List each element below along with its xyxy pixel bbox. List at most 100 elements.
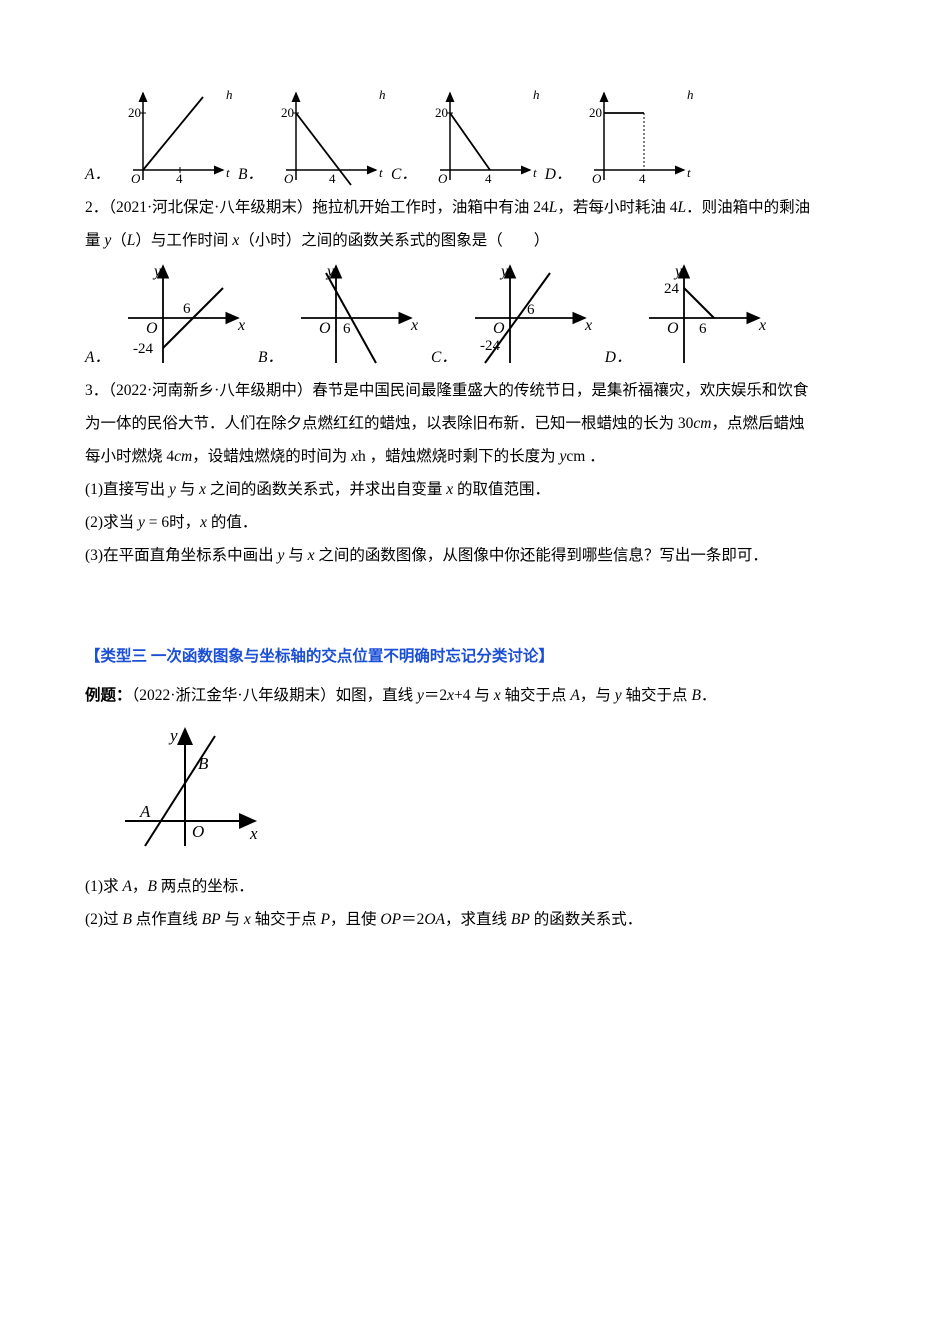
section3-title: 【类型三 一次函数图象与坐标轴的交点位置不明确时忘记分类讨论】 <box>85 641 865 672</box>
ex-graph: y x O A B <box>120 721 270 856</box>
svg-text:4: 4 <box>176 171 183 186</box>
ex-p2g: 的函数关系式． <box>530 911 642 928</box>
q1-graph-a: h 20 4 O t <box>108 85 238 190</box>
q3-l3d: ． <box>589 448 605 465</box>
q3-p2b: 时， <box>169 514 200 531</box>
svg-text:t: t <box>533 165 537 180</box>
q2-graph-d: y x O 24 6 <box>629 258 779 373</box>
q2-t2: ，若每小时耗油 4 <box>557 199 677 216</box>
svg-text:O: O <box>131 171 141 186</box>
q3-line3: 每小时燃烧 4cm，设蜡烛燃烧的时间为 xh ，蜡烛燃烧时剩下的长度为 ycm … <box>85 441 865 472</box>
ex-t5: ． <box>701 687 717 704</box>
q1-opt-c-label: C． <box>391 159 417 190</box>
q2-graph-a: y x O 6 -24 <box>108 258 258 373</box>
q1-graph-c: h 20 4 O t <box>415 85 545 190</box>
q3-l1: （2022·河南新乡·八年级期中）春节是中国民间最隆重盛大的传统节日，是集祈福禳… <box>108 382 808 399</box>
ex-p1a: (1)求 <box>85 878 122 895</box>
svg-text:O: O <box>284 171 294 186</box>
q2-opt-d-label: D． <box>605 342 632 373</box>
q2-line1: 2．（2021·河北保定·八年级期末）拖拉机开始工作时，油箱中有油 24 L，若每… <box>85 192 865 223</box>
ex-eqend: +4 与 <box>454 687 494 704</box>
ex-label: 例题： <box>85 687 132 704</box>
svg-text:x: x <box>237 317 245 334</box>
ex-p2f: ，求直线 <box>445 911 511 928</box>
q2-opt-b-label: B． <box>258 342 283 373</box>
svg-text:y: y <box>499 263 509 280</box>
svg-text:4: 4 <box>485 171 492 186</box>
svg-text:x: x <box>249 824 258 843</box>
q1-options-row: A． h 20 4 O t B． h 20 4 O t C． h 20 4 O <box>85 85 865 190</box>
ex-t3: ，与 <box>580 687 615 704</box>
q2-opt-a-label: A． <box>85 342 110 373</box>
q3-p1a: (1)直接写出 <box>85 481 169 498</box>
ex-p1A: A <box>122 878 131 895</box>
svg-text:O: O <box>667 320 679 337</box>
ex-t1: （2022·浙江金华·八年级期末）如图，直线 <box>132 687 417 704</box>
q3-p1: (1)直接写出 y 与 x 之间的函数关系式，并求出自变量 x 的取值范围． <box>85 474 865 505</box>
ex-line1: 例题：（2022·浙江金华·八年级期末）如图，直线 y＝2x+4 与 x 轴交于… <box>85 680 865 711</box>
q2-t1: （2021·河北保定·八年级期末）拖拉机开始工作时，油箱中有油 24 <box>108 199 548 216</box>
q2-t3: ．则油箱中的剩油 <box>686 199 810 216</box>
svg-text:24: 24 <box>664 281 680 297</box>
ex-p2: (2)过 B 点作直线 BP 与 x 轴交于点 P，且使 OP＝2OA，求直线 … <box>85 904 865 935</box>
ex-p1: (1)求 A，B 两点的坐标． <box>85 871 865 902</box>
svg-text:O: O <box>493 320 505 337</box>
svg-text:-24: -24 <box>133 341 153 357</box>
ex-p2d: 轴交于点 <box>251 911 321 928</box>
q2-l2a: 量 <box>85 232 104 249</box>
svg-text:O: O <box>592 171 602 186</box>
q1-opt-a-label: A． <box>85 159 110 190</box>
q3-p2c: 的值． <box>207 514 257 531</box>
q3-p1c: 之间的函数关系式，并求出自变量 <box>206 481 446 498</box>
svg-text:O: O <box>438 171 448 186</box>
svg-text:x: x <box>584 317 592 334</box>
q3-cm1: cm <box>693 415 711 432</box>
q2-L2: L <box>677 199 686 216</box>
q3-p1x: x <box>199 481 206 498</box>
svg-text:20: 20 <box>281 105 294 120</box>
q1-graph-d: h 20 4 O t <box>569 85 699 190</box>
q3-l2a: 为一体的民俗大节．人们在除夕点燃红红的蜡烛，以表除旧布新．已知一根蜡烛的长为 3… <box>85 415 693 432</box>
ex-p1B: B <box>147 878 156 895</box>
svg-text:O: O <box>192 822 204 841</box>
svg-text:h: h <box>379 87 386 102</box>
ex-eqmid: ＝2 <box>424 687 447 704</box>
q3-l3b: ，设蜡烛燃烧的时间为 <box>192 448 351 465</box>
q3-p3x: x <box>308 547 315 564</box>
svg-text:y: y <box>152 263 162 280</box>
svg-text:h: h <box>687 87 694 102</box>
ex-B: B <box>691 687 700 704</box>
q3-l3a: 每小时燃烧 4 <box>85 448 174 465</box>
svg-text:6: 6 <box>343 321 351 337</box>
svg-text:20: 20 <box>589 105 602 120</box>
q3-p2x: x <box>200 514 207 531</box>
svg-text:4: 4 <box>329 171 336 186</box>
svg-text:x: x <box>410 317 418 334</box>
svg-text:4: 4 <box>639 171 646 186</box>
q3-p3: (3)在平面直角坐标系中画出 y 与 x 之间的函数图像，从图像中你还能得到哪些… <box>85 540 865 571</box>
ex-eqy2: y <box>615 687 622 704</box>
q3-p1y: y <box>169 481 176 498</box>
svg-text:t: t <box>687 165 691 180</box>
svg-text:A: A <box>139 802 151 821</box>
svg-text:20: 20 <box>435 105 448 120</box>
q3-cm2: cm <box>174 448 192 465</box>
svg-text:t: t <box>226 165 230 180</box>
q3-p3a: (3)在平面直角坐标系中画出 <box>85 547 277 564</box>
svg-text:y: y <box>168 726 178 745</box>
q3-p1b: 与 <box>176 481 199 498</box>
ex-eqy: y <box>417 687 424 704</box>
q2-num: 2． <box>85 199 108 216</box>
q3-line2: 为一体的民俗大节．人们在除夕点燃红红的蜡烛，以表除旧布新．已知一根蜡烛的长为 3… <box>85 408 865 439</box>
q3-line1: 3．（2022·河南新乡·八年级期中）春节是中国民间最隆重盛大的传统节日，是集祈… <box>85 375 865 406</box>
ex-eqx2: x <box>494 687 501 704</box>
svg-text:B: B <box>198 754 209 773</box>
q3-num: 3． <box>85 382 108 399</box>
q1-opt-b-label: B． <box>238 159 263 190</box>
svg-text:6: 6 <box>183 301 191 317</box>
ex-p2BP: BP <box>202 911 221 928</box>
svg-text:O: O <box>146 320 158 337</box>
q3-p3b: 与 <box>284 547 307 564</box>
q3-p1d: 的取值范围． <box>453 481 550 498</box>
ex-p1b: ， <box>132 878 148 895</box>
